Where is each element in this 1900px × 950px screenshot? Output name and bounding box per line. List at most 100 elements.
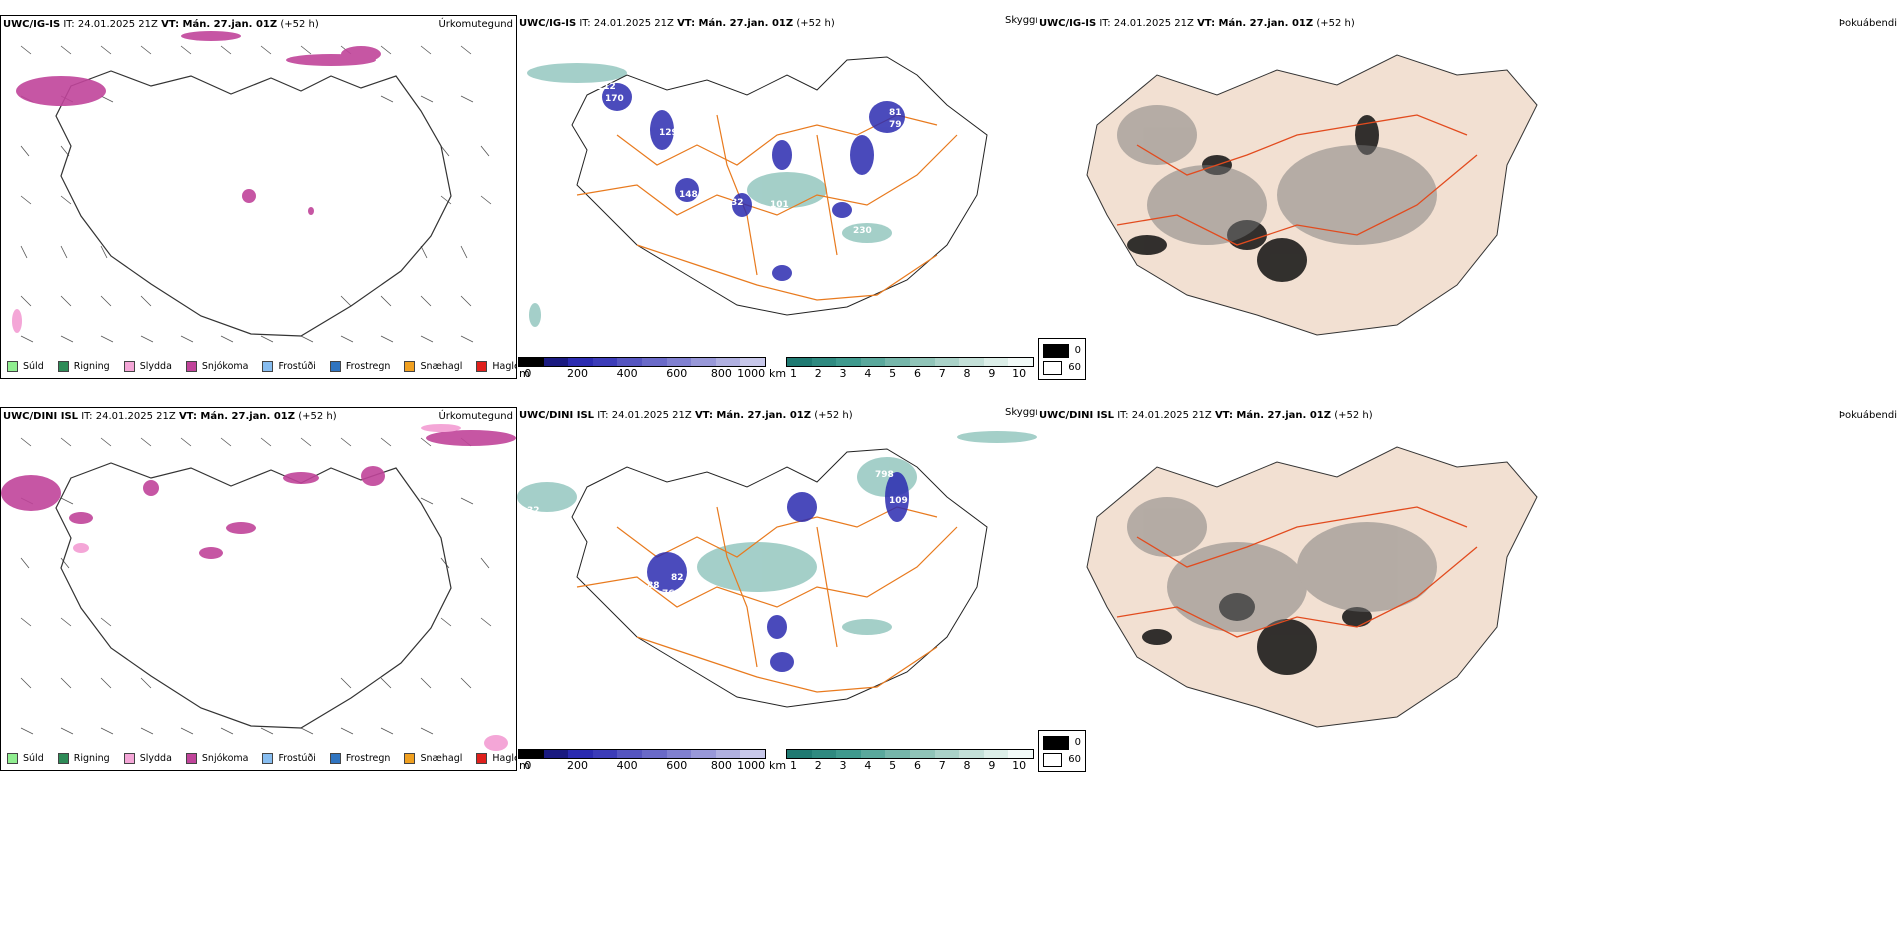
panel-title: Þokuábendi [1838,18,1897,29]
fog-map-row2 [1086,446,1538,728]
tick-label: 0 [524,759,532,772]
precip-legend: Súld Rigning Slydda Snjókoma Frostúði Fr… [7,361,516,372]
tick-label: 4 [864,367,872,380]
value-label: 798 [875,470,894,480]
wind-barbs [20,45,492,343]
panel-header: UWC/DINI ISL IT: 24.01.2025 21Z VT: Mán.… [3,411,337,422]
tick-label: 9 [988,759,996,772]
value-label: 109 [889,496,908,506]
legend-item: Slydda [123,753,172,764]
snow-areas [1,430,516,559]
value-label: 81 [889,108,902,118]
visibility-colorbar-row1: 1 2 3 4 5 6 7 8 9 10 [786,357,1034,380]
value-label: 32 [527,506,540,516]
panel-title: Þokuábendi [1838,410,1897,421]
panel-header: UWC/DINI ISL IT: 24.01.2025 21Z VT: Mán.… [1039,410,1373,421]
roads [576,506,958,693]
visibility-unit: km [769,367,787,380]
value-label: 79 [889,120,902,130]
legend-item: Rigning [57,361,110,372]
value-label: 212 [597,82,616,92]
legend-item: Frostúði [262,753,316,764]
tick-label: 800 [710,367,732,380]
tick-label: 2 [814,367,822,380]
visibility-colorbar-row2: 1 2 3 4 5 6 7 8 9 10 [786,749,1034,772]
fog-map-row1 [1086,54,1538,336]
panel-title: Úrkomutegund [438,19,513,30]
panel-header: UWC/IG-IS IT: 24.01.2025 21Z VT: Mán. 27… [519,18,835,29]
ceiling-unit: m [519,367,530,380]
value-label: 88 [647,581,660,591]
value-label: 65 [663,526,676,536]
tick-label: 5 [889,367,897,380]
sleet-areas [12,309,22,333]
legend-item: Snjókoma [185,361,248,372]
value-label: 82 [671,573,684,583]
tick-label: 7 [938,367,946,380]
precip-legend: Súld Rigning Slydda Snjókoma Frostúði Fr… [7,753,516,764]
value-label: 32 [731,198,744,208]
tick-label: 5 [889,759,897,772]
value-label: 170 [605,94,624,104]
legend-item: Haglél [476,361,516,372]
precip-type-panel-row1: UWC/IG-IS IT: 24.01.2025 21Z VT: Mán. 27… [0,15,517,379]
tick-label: 3 [839,759,847,772]
ceiling-colorbar-row2: 0 200 400 600 800 1000 [518,749,766,772]
tick-label: 4 [864,759,872,772]
tick-label: 1 [789,367,797,380]
tick-label: 600 [666,367,688,380]
precip-map-row1 [12,31,492,343]
legend-item: Súld [7,753,44,764]
snow-areas [16,31,381,215]
legend-item: Snæhagl [404,753,462,764]
ceiling-areas [647,472,909,672]
fog-panel-row1: UWC/IG-IS IT: 24.01.2025 21Z VT: Mán. 27… [1037,15,1900,380]
legend-item: Frostregn [329,361,390,372]
tick-label: 0 [524,367,532,380]
ceiling-unit: m [519,759,530,772]
wind-barbs [20,437,492,735]
cloud-visibility-panel-row2: 798 109 88 82 76 130 65 32 UWC/DINI ISL … [517,407,1037,772]
cloud-visibility-panel-row1: 212 170 129 148 101 81 79 32 230 UWC/IG-… [517,15,1037,380]
fog-panel-row2: UWC/DINI ISL IT: 24.01.2025 21Z VT: Mán.… [1037,407,1900,772]
legend-item: Frostúði [262,361,316,372]
tick-label: 2 [814,759,822,772]
iceland-outline [571,448,988,708]
value-label: 230 [853,226,872,236]
legend-item: Frostregn [329,753,390,764]
fog-legend-row1: 0 60 [1038,338,1086,380]
panel-title: Úrkomutegund [438,411,513,422]
tick-label: 400 [616,759,638,772]
value-label: 129 [659,128,678,138]
tick-label: 9 [988,367,996,380]
tick-label: 6 [913,367,921,380]
fog-legend-row2: 0 60 [1038,730,1086,772]
value-labels: 798 109 88 82 76 130 65 32 [527,470,908,599]
tick-label: 200 [567,759,589,772]
iceland-outline [571,56,988,316]
tick-label: 1 [789,759,797,772]
fog-grey-areas [1127,497,1437,632]
tick-label: 8 [963,759,971,772]
cloud-map-row1: 212 170 129 148 101 81 79 32 230 [527,56,988,327]
tick-label: 400 [616,367,638,380]
roads [576,114,958,301]
value-label: 130 [659,538,678,548]
legend-item: Slydda [123,361,172,372]
legend-item: Snæhagl [404,361,462,372]
tick-label: 8 [963,367,971,380]
tick-label: 200 [567,367,589,380]
ceiling-colorbar-row1: 0 200 400 600 800 1000 [518,357,766,380]
tick-label: 10 [1012,759,1027,772]
iceland-outline [55,70,452,337]
tick-label: 1000 [737,759,766,772]
fog-grey-areas [1117,105,1437,245]
precip-type-panel-row2: UWC/DINI ISL IT: 24.01.2025 21Z VT: Mán.… [0,407,517,771]
legend-item: Rigning [57,753,110,764]
sleet-areas [73,424,508,751]
tick-label: 600 [666,759,688,772]
tick-label: 3 [839,367,847,380]
iceland-outline [55,462,452,729]
value-label: 76 [662,589,675,599]
tick-label: 7 [938,759,946,772]
